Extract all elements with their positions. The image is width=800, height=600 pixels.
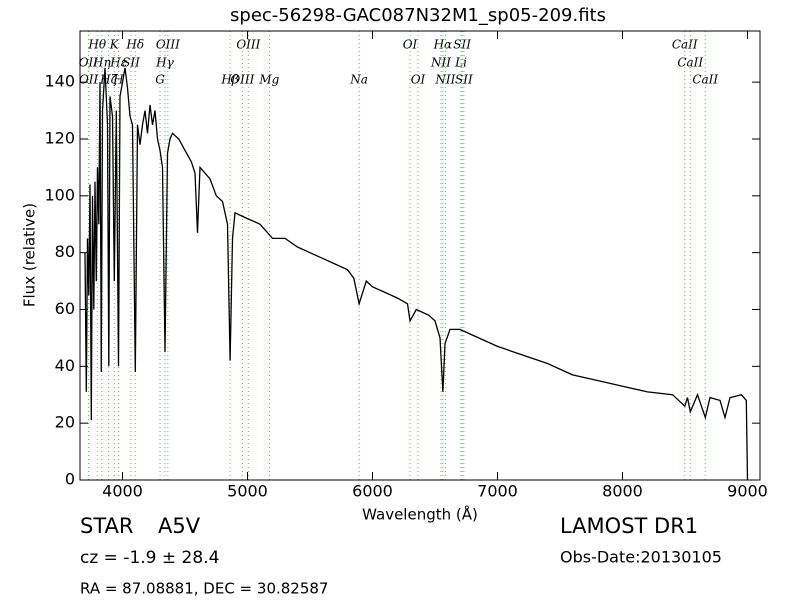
spectral-line-label: Hη: [92, 56, 111, 70]
spectral-line-label: Mg: [258, 73, 279, 87]
spectral-line-label: CaII: [692, 73, 718, 87]
spectral-line-label: SII: [455, 73, 473, 87]
x-axis-label: Wavelength (Å): [362, 505, 478, 524]
x-tick-label: 4000: [102, 482, 143, 501]
spectral-line-label: Hα: [433, 38, 453, 52]
spectral-line-label: OIII: [156, 38, 180, 52]
spectral-line-label: OII: [79, 73, 99, 87]
obs-date: Obs-Date:20130105: [560, 548, 722, 567]
spectral-line-label: SII: [122, 56, 140, 70]
spectral-line-label: Hθ: [87, 38, 106, 52]
spectral-line-label: Hε: [109, 56, 127, 70]
chart-title: spec-56298-GAC087N32M1_sp05-209.fits: [230, 5, 606, 26]
plot-frame: [79, 30, 761, 481]
x-tick-label: 6000: [352, 482, 393, 501]
y-tick-label: 40: [55, 356, 75, 375]
spectral-line-label: OIII: [230, 73, 254, 87]
spectral-line-label: NII: [434, 73, 455, 87]
spectral-line-label: CaII: [672, 38, 698, 52]
x-tick-label: 8000: [602, 482, 643, 501]
spectral-line-label: OI: [403, 38, 418, 52]
spectral-line-label: OIII: [236, 38, 260, 52]
spectral-line-label: SII: [453, 38, 471, 52]
spectral-line-label: NII: [430, 56, 451, 70]
subclass: A5V: [158, 514, 201, 538]
spectral-line-label: OII: [79, 56, 99, 70]
spectral-line-label: OI: [411, 73, 426, 87]
spectral-line-label: Hδ: [125, 38, 144, 52]
spectrum-line: [84, 67, 749, 481]
spectral-line-label: G: [155, 73, 165, 87]
y-tick-label: 60: [55, 299, 75, 318]
object-class: STAR: [80, 514, 133, 538]
y-axis-label: Flux (relative): [21, 203, 39, 307]
spectral-line-label: CaII: [677, 56, 703, 70]
x-tick-label: 5000: [227, 482, 268, 501]
spectral-line-label: Hβ: [220, 73, 238, 87]
coordinates: RA = 87.08881, DEC = 30.82587: [80, 580, 328, 598]
survey: LAMOST DR1: [560, 514, 698, 538]
spectral-line-label: Li: [454, 56, 467, 70]
y-tick-label: 0: [65, 470, 75, 489]
y-tick-label: 100: [44, 185, 75, 204]
y-tick-label: 120: [44, 128, 75, 147]
spectral-line-label: H: [112, 73, 124, 87]
spectral-line-label: K: [109, 38, 120, 52]
y-tick-label: 80: [55, 242, 75, 261]
redshift: cz = -1.9 ± 28.4: [80, 548, 219, 568]
x-tick-label: 7000: [477, 482, 518, 501]
x-tick-label: 9000: [727, 482, 768, 501]
spectral-line-label: Na: [349, 73, 368, 87]
y-tick-label: 140: [44, 72, 75, 91]
spectral-line-label: Hγ: [155, 56, 174, 70]
y-tick-label: 20: [55, 413, 75, 432]
